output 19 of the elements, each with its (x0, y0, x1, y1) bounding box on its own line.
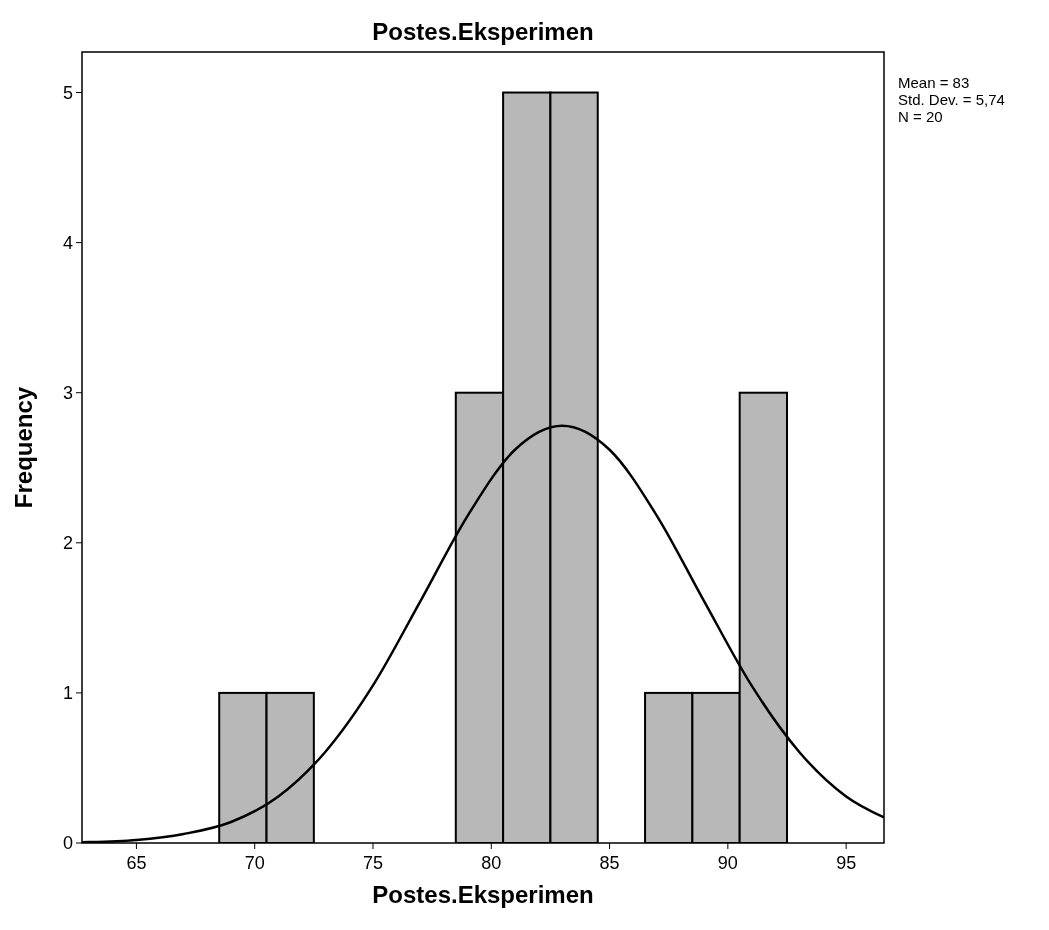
y-tick-label: 1 (62, 682, 73, 703)
x-tick-label: 80 (481, 853, 502, 873)
x-axis-title: Postes.Eksperimen (372, 881, 594, 908)
x-tick-label: 85 (599, 853, 620, 873)
x-tick-label: 95 (836, 853, 857, 873)
text: Mean = 83 (898, 74, 970, 91)
chart-title: Postes.Eksperimen (372, 18, 594, 45)
text: N = 20 (898, 108, 943, 125)
x-tick-label: 90 (717, 853, 738, 873)
x-tick-label: 65 (126, 853, 147, 873)
y-tick-label: 4 (62, 232, 73, 253)
y-axis-title: Frequency (10, 386, 37, 509)
y-tick-label: 2 (62, 532, 73, 553)
y-tick-label: 3 (62, 382, 73, 403)
x-tick-label: 70 (244, 853, 265, 873)
y-tick-label: 0 (62, 833, 73, 853)
y-tick-label: 5 (62, 82, 73, 103)
x-tick-label: 75 (362, 853, 384, 873)
text: Std. Dev. = 5,74 (898, 91, 1005, 108)
